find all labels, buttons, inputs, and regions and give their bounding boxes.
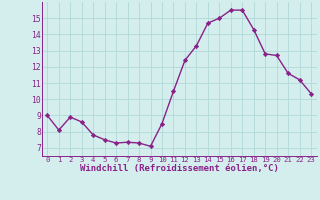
X-axis label: Windchill (Refroidissement éolien,°C): Windchill (Refroidissement éolien,°C) [80,164,279,173]
